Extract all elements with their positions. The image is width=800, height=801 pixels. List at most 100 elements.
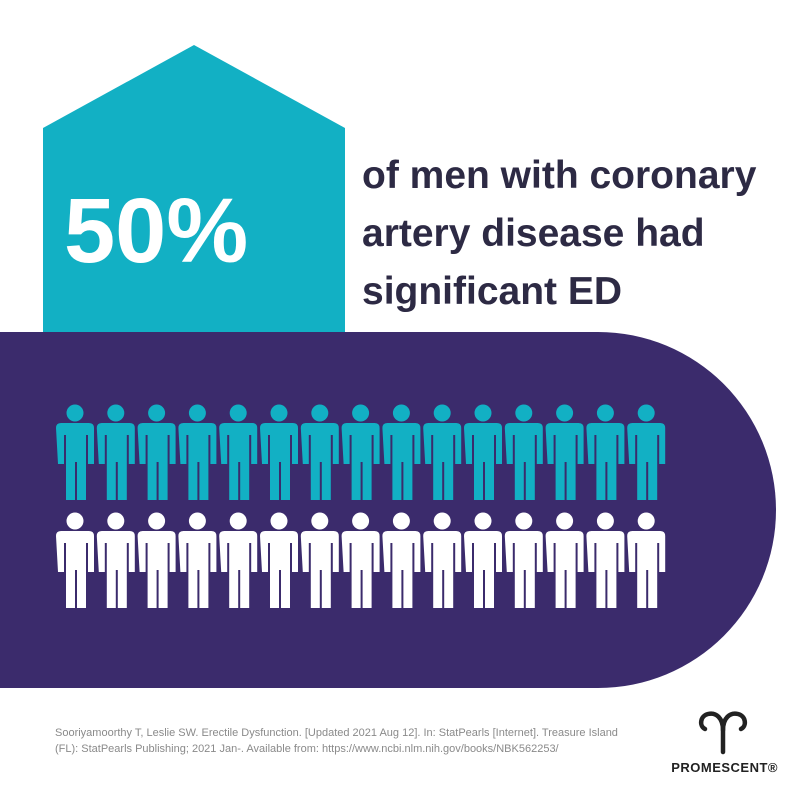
person-icon [137, 512, 176, 608]
logo-mark [698, 711, 726, 755]
person-icon [586, 512, 625, 608]
person-icon [300, 512, 339, 608]
person-icon [341, 404, 380, 500]
person-icon [137, 404, 176, 500]
person-icon [423, 512, 462, 608]
person-body [178, 531, 217, 608]
person-body [137, 423, 176, 500]
person-icon [464, 512, 502, 608]
headline-line: of men with coronary [362, 154, 757, 197]
person-body [545, 423, 584, 500]
person-icon [627, 404, 666, 500]
person-icon [341, 512, 380, 608]
person-body [300, 423, 339, 500]
person-head [352, 404, 370, 422]
person-head [515, 512, 533, 530]
house-shape [43, 45, 345, 335]
brand-logo [698, 711, 748, 755]
person-head [107, 512, 125, 530]
person-icon [260, 404, 298, 500]
person-head [311, 404, 329, 422]
person-head [556, 512, 574, 530]
person-icon [464, 404, 502, 500]
person-head [474, 512, 492, 530]
person-body [56, 531, 94, 608]
person-icon [586, 404, 625, 500]
person-icon [96, 404, 135, 500]
person-head [433, 512, 451, 530]
person-body [423, 423, 462, 500]
person-head [392, 512, 410, 530]
person-icon [178, 404, 217, 500]
person-body [586, 423, 625, 500]
person-head [556, 404, 574, 422]
headline-line: artery disease had [362, 212, 705, 255]
person-body [219, 423, 258, 500]
person-head [433, 404, 451, 422]
person-icon [56, 404, 94, 500]
person-icon [219, 512, 258, 608]
person-body [627, 423, 666, 500]
person-icon [545, 404, 584, 500]
person-icon [545, 512, 584, 608]
person-body [382, 423, 421, 500]
person-head [66, 512, 84, 530]
person-body [219, 531, 258, 608]
stat: 50% [64, 180, 248, 282]
person-icon [382, 404, 421, 500]
headline-line: significant ED [362, 270, 622, 313]
person-body [382, 531, 421, 608]
person-head [66, 404, 84, 422]
people-grid [56, 404, 666, 608]
person-body [56, 423, 94, 500]
purple-band [0, 332, 776, 688]
citation-line: (FL): StatPearls Publishing; 2021 Jan-. … [55, 743, 560, 755]
person-head [229, 512, 247, 530]
person-head [270, 404, 288, 422]
citation-line: Sooriyamoorthy T, Leslie SW. Erectile Dy… [55, 727, 618, 739]
person-head [352, 512, 370, 530]
person-body [586, 531, 625, 608]
person-icon [178, 512, 217, 608]
person-head [392, 404, 410, 422]
person-body [96, 531, 135, 608]
person-icon [300, 404, 339, 500]
person-head [515, 404, 533, 422]
person-body [300, 531, 339, 608]
person-head [596, 512, 614, 530]
brand-name: PROMESCENT® [671, 760, 778, 775]
person-body [260, 531, 298, 608]
person-icon [423, 404, 462, 500]
person-head [637, 404, 655, 422]
person-icon [627, 512, 666, 608]
person-body [178, 423, 217, 500]
person-head [474, 404, 492, 422]
person-icon [260, 512, 298, 608]
person-icon [504, 512, 543, 608]
person-body [341, 531, 380, 608]
person-icon [382, 512, 421, 608]
person-body [423, 531, 462, 608]
person-icon [96, 512, 135, 608]
person-head [270, 512, 288, 530]
person-body [504, 423, 543, 500]
person-icon [219, 404, 258, 500]
person-head [188, 512, 206, 530]
person-body [137, 531, 176, 608]
person-head [229, 404, 247, 422]
person-body [464, 423, 502, 500]
person-body [341, 423, 380, 500]
person-body [260, 423, 298, 500]
person-icon [504, 404, 543, 500]
person-body [627, 531, 666, 608]
person-head [107, 404, 125, 422]
person-head [148, 512, 166, 530]
person-body [504, 531, 543, 608]
person-head [188, 404, 206, 422]
person-head [311, 512, 329, 530]
person-head [148, 404, 166, 422]
person-body [545, 531, 584, 608]
logo-mark [720, 711, 748, 733]
